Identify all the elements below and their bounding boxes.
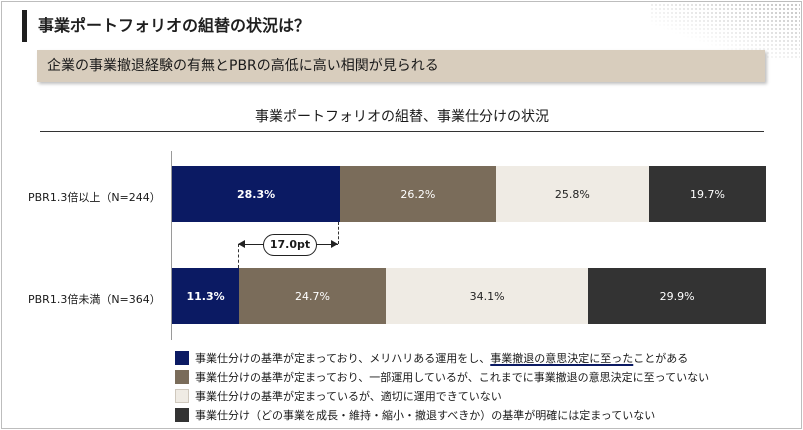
- legend-label-text: 事業仕分けの基準が定まっているが、適切に運用できていない: [195, 389, 502, 403]
- chart-title-rule: [40, 131, 764, 132]
- legend-swatch: [175, 388, 189, 403]
- category-label: PBR1.3倍以上（N=244）: [28, 191, 161, 204]
- gap-annotation: 17.0pt: [263, 234, 317, 256]
- data-label: 11.3%: [186, 289, 225, 303]
- legend-item: 事業仕分け（どの事業を成長・維持・縮小・撤退すべきか）の基準が明確には定まってい…: [175, 405, 709, 424]
- gap-dashed-line-lower: [238, 244, 239, 268]
- legend-swatch: [175, 407, 189, 422]
- legend-label: 事業仕分けの基準が定まっているが、適切に運用できていない: [195, 388, 502, 404]
- legend-label-text: 事業仕分け（どの事業を成長・維持・縮小・撤退すべきか）の基準が明確には定まってい…: [195, 408, 656, 422]
- bar-segment: 19.7%: [648, 166, 766, 222]
- data-label: 34.1%: [469, 289, 505, 303]
- category-axis-line: [171, 151, 172, 340]
- legend-label: 事業仕分けの基準が定まっており、メリハリある運用をし、事業撤退の意思決定に至った…: [195, 350, 688, 366]
- legend-label-emphasis: 事業撤退の意思決定に至った: [490, 351, 634, 365]
- data-label: 24.7%: [294, 289, 330, 303]
- page-title: 事業ポートフォリオの組替の状況は？: [38, 16, 311, 35]
- data-label: 26.2%: [400, 187, 436, 201]
- legend-label: 事業仕分け（どの事業を成長・維持・縮小・撤退すべきか）の基準が明確には定まってい…: [195, 407, 655, 423]
- stacked-bar: 28.3% 26.2% 25.8% 19.7%: [172, 166, 766, 222]
- stacked-bar: 11.3% 24.7% 34.1% 29.9%: [172, 268, 766, 324]
- legend-item: 事業仕分けの基準が定まっているが、適切に運用できていない: [175, 386, 709, 405]
- legend-swatch: [175, 350, 189, 365]
- chart-title: 事業ポートフォリオの組替、事業仕分けの状況: [255, 109, 549, 125]
- title-accent-bar: [22, 10, 27, 42]
- legend-swatch: [175, 369, 189, 384]
- bar-segment: 29.9%: [588, 268, 766, 324]
- data-label: 19.7%: [690, 187, 725, 201]
- gap-dashed-line-upper: [338, 222, 339, 244]
- bar-segment: 24.7%: [239, 268, 386, 324]
- gap-arrow-right: [331, 240, 338, 248]
- category-label: PBR1.3倍未満（N=364）: [28, 293, 161, 306]
- legend-item: 事業仕分けの基準が定まっており、一部運用しているが、これまでに事業撤退の意思決定…: [175, 367, 709, 386]
- gap-arrow-left: [238, 240, 245, 248]
- chart-legend: 事業仕分けの基準が定まっており、メリハリある運用をし、事業撤退の意思決定に至った…: [175, 348, 709, 424]
- bar-segment: 11.3%: [172, 268, 240, 324]
- bar-segment: 28.3%: [172, 166, 341, 222]
- legend-item: 事業仕分けの基準が定まっており、メリハリある運用をし、事業撤退の意思決定に至った…: [175, 348, 709, 367]
- legend-label-text: ことがある: [633, 351, 689, 365]
- data-label: 28.3%: [236, 187, 276, 201]
- subtitle-banner: 企業の事業撤退経験の有無とPBRの高低に高い相関が見られる: [37, 50, 765, 82]
- bar-segment: 25.8%: [495, 166, 649, 222]
- legend-label-text: 事業仕分けの基準が定まっており、一部運用しているが、これまでに事業撤退の意思決定…: [195, 370, 710, 384]
- legend-label-text: 事業仕分けの基準が定まっており、メリハリある運用をし、: [195, 351, 491, 365]
- bar-segment: 26.2%: [340, 166, 496, 222]
- decorative-dot-pattern: [650, 3, 800, 58]
- bar-segment: 34.1%: [385, 268, 589, 324]
- legend-label: 事業仕分けの基準が定まっており、一部運用しているが、これまでに事業撤退の意思決定…: [195, 369, 709, 385]
- data-label: 29.9%: [659, 289, 695, 303]
- data-label: 25.8%: [554, 187, 590, 201]
